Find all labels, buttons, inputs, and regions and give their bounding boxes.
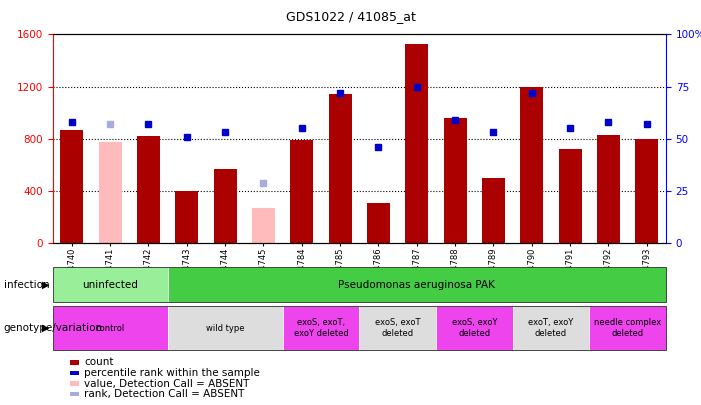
Bar (60, 130, 83, 243)
Text: GDS1022 / 41085_at: GDS1022 / 41085_at (285, 10, 416, 23)
Bar (482, 178, 505, 243)
Bar (559, 149, 582, 243)
Text: exoS, exoT
deleted: exoS, exoT deleted (375, 318, 421, 338)
Bar (252, 209, 275, 243)
Text: uninfected: uninfected (82, 279, 138, 290)
Text: exoS, exoT,
exoY deleted: exoS, exoT, exoY deleted (294, 318, 348, 338)
Bar (405, 44, 428, 243)
Bar (290, 140, 313, 243)
Text: genotype/variation: genotype/variation (4, 323, 102, 333)
Bar (175, 191, 198, 243)
Bar (367, 202, 390, 243)
Text: exoT, exoY
deleted: exoT, exoY deleted (529, 318, 573, 338)
Text: count: count (84, 358, 114, 367)
Text: exoS, exoY
deleted: exoS, exoY deleted (451, 318, 497, 338)
Text: value, Detection Call = ABSENT: value, Detection Call = ABSENT (84, 379, 250, 388)
Text: infection: infection (4, 279, 49, 290)
Text: wild type: wild type (206, 324, 245, 333)
Text: ▶: ▶ (42, 279, 49, 290)
Bar (214, 169, 236, 243)
Text: rank, Detection Call = ABSENT: rank, Detection Call = ABSENT (84, 389, 245, 399)
Bar (137, 136, 160, 243)
Text: needle complex
deleted: needle complex deleted (594, 318, 661, 338)
Bar (329, 94, 352, 243)
Bar (99, 142, 121, 243)
Text: control: control (95, 324, 125, 333)
Bar (597, 135, 620, 243)
Bar (444, 118, 467, 243)
Text: Pseudomonas aeruginosa PAK: Pseudomonas aeruginosa PAK (339, 279, 495, 290)
Bar (520, 87, 543, 243)
Text: ▶: ▶ (42, 323, 49, 333)
Text: percentile rank within the sample: percentile rank within the sample (84, 368, 260, 378)
Bar (635, 139, 658, 243)
